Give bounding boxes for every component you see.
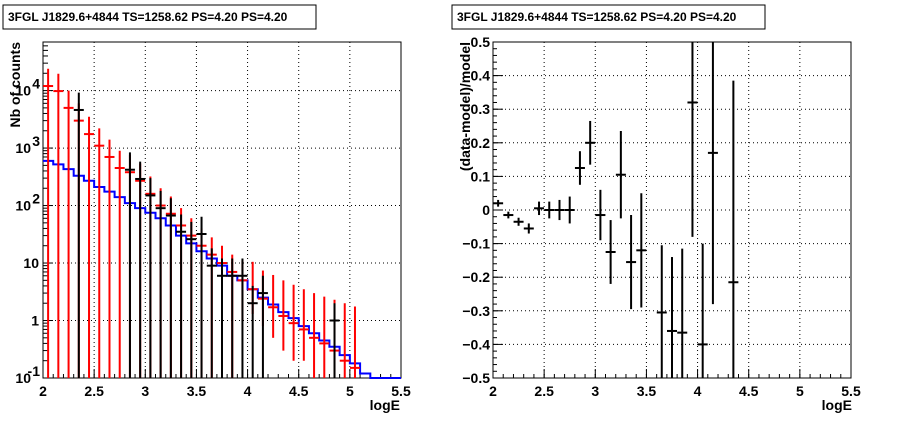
counts-x-tick-label: 2.5: [84, 383, 104, 399]
counts-series: [43, 68, 401, 379]
counts-x-tick-label: 2: [39, 383, 47, 399]
residual-x-axis-label: logE: [822, 397, 852, 413]
counts-x-tick-label: 3: [141, 383, 149, 399]
residual-y-tick-label: 0: [482, 202, 490, 218]
residual-panel: 3FGL J1829.6+4844 TS=1258.62 PS=4.20 PS=…: [451, 4, 861, 413]
counts-title-box: [2, 4, 317, 30]
counts-y-tick-label: 10: [23, 255, 39, 271]
counts-y-tick-label: 1: [31, 313, 39, 329]
residual-y-axis-label: (data-model)/model: [457, 42, 473, 171]
residual-y-tick-label: 0.2: [471, 135, 491, 151]
counts-y-tick-label: 10: [15, 370, 31, 386]
counts-x-tick-label: 4.5: [289, 383, 309, 399]
counts-x-axis-label: logE: [370, 397, 400, 413]
counts-x-tick-label: 4: [244, 383, 252, 399]
counts-panel: 3FGL J1829.6+4844 TS=1258.62 PS=4.20 PS=…: [2, 4, 411, 413]
residual-x-tick-label: 5: [796, 383, 804, 399]
residual-y-tick-label: 0.1: [471, 168, 491, 184]
residual-y-tick-label: 0.4: [471, 68, 491, 84]
counts-y-tick-exponent: 2: [32, 191, 40, 207]
residual-title-box: [451, 4, 766, 30]
counts-y-tick-label: 10: [15, 83, 31, 99]
residual-x-tick-label: 3.5: [637, 383, 657, 399]
residual-series: [493, 42, 739, 378]
residual-y-tick-label: −0.2: [462, 269, 490, 285]
residual-x-tick-label: 2: [489, 383, 497, 399]
counts-y-tick-exponent: 4: [32, 76, 40, 92]
counts-y-tick-label: 10: [15, 140, 31, 156]
residual-y-tick-label: −0.4: [462, 336, 490, 352]
residual-y-tick-label: 0.5: [471, 34, 491, 50]
residual-y-tick-label: −0.1: [462, 236, 490, 252]
residual-x-tick-label: 4: [694, 383, 702, 399]
residual-x-tick-label: 4.5: [739, 383, 759, 399]
counts-y-tick-label: 10: [15, 198, 31, 214]
residual-grid: [493, 42, 851, 378]
counts-x-tick-label: 5: [346, 383, 354, 399]
counts-grid: [43, 42, 401, 378]
residual-x-tick-label: 5.5: [841, 383, 861, 399]
counts-x-tick-label: 5.5: [391, 383, 411, 399]
residual-title: 3FGL J1829.6+4844 TS=1258.62 PS=4.20 PS=…: [457, 10, 737, 24]
counts-y-tick-exponent: 3: [32, 133, 40, 149]
residual-x-tick-label: 2.5: [534, 383, 554, 399]
counts-y-axis-label: Nb of counts: [7, 42, 23, 128]
residual-ticks: 2 2.5 3 3.5 4 4.5 5 5.5 −0.5 −0.4 −0.3 −0.2 −0.1 0 0.1…: [462, 34, 861, 399]
counts-y-tick-exponent: -1: [28, 363, 41, 379]
residual-y-tick-label: −0.3: [462, 303, 490, 319]
residual-y-tick-label: −0.5: [462, 370, 490, 386]
counts-x-tick-label: 3.5: [187, 383, 207, 399]
counts-title: 3FGL J1829.6+4844 TS=1258.62 PS=4.20 PS=…: [8, 10, 288, 24]
residual-y-tick-label: 0.3: [471, 101, 491, 117]
residual-x-tick-label: 3: [591, 383, 599, 399]
